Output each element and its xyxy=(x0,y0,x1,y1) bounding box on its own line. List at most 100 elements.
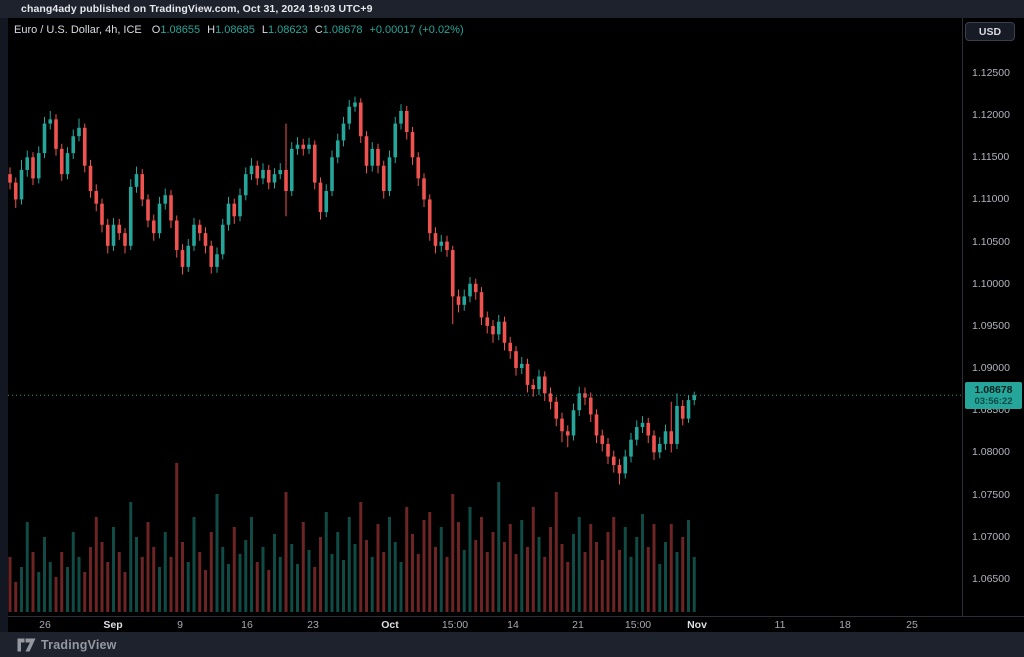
volume-bar xyxy=(560,544,564,612)
candle-body xyxy=(266,169,271,183)
volume-bar xyxy=(468,507,472,612)
candle-body xyxy=(192,224,196,246)
volume-bar xyxy=(54,577,58,612)
volume-bar xyxy=(376,524,380,612)
candle-body xyxy=(249,165,254,175)
currency-button[interactable]: USD xyxy=(965,22,1015,41)
candle-body xyxy=(151,220,156,234)
candle-body xyxy=(680,405,685,419)
candle-body xyxy=(226,203,231,225)
volume-bar xyxy=(204,570,207,612)
candle-body xyxy=(462,296,467,305)
volume-bar xyxy=(238,554,242,612)
candle-body xyxy=(238,195,242,217)
volume-bar xyxy=(31,552,35,612)
volume-bar xyxy=(284,492,288,612)
candle-body xyxy=(111,224,116,246)
volume-bar xyxy=(336,532,340,612)
candle-body xyxy=(65,153,70,175)
candle-body xyxy=(318,182,323,213)
volume-bar xyxy=(612,517,616,612)
volume-bar xyxy=(411,534,414,612)
volume-bar xyxy=(20,567,23,612)
volume-bar xyxy=(14,582,18,612)
candle-body xyxy=(600,435,605,444)
volume-bar xyxy=(365,540,368,612)
volume-bar xyxy=(600,560,604,612)
candle-body xyxy=(594,414,599,436)
price-axis-label: 1.09000 xyxy=(972,362,1010,375)
candle-body xyxy=(232,203,237,217)
volume-bar xyxy=(589,524,593,612)
volume-bar xyxy=(566,562,570,612)
candle-body xyxy=(376,148,380,166)
volume-bar xyxy=(434,547,437,612)
volume-bar xyxy=(77,557,81,612)
volume-bar xyxy=(595,542,598,612)
candle-body xyxy=(312,144,317,183)
price-axis-label: 1.11000 xyxy=(972,193,1010,206)
volume-bar xyxy=(43,537,46,612)
time-axis[interactable]: 26 Sep 9 16 23 Oct 15:00 14 21 15:00 Nov 11 18 25 xyxy=(8,616,1024,632)
candle-body xyxy=(295,144,300,149)
candle-body xyxy=(554,401,559,419)
candle-body xyxy=(514,351,518,369)
candle-body xyxy=(427,199,432,234)
candle-body xyxy=(203,233,208,246)
candle-body xyxy=(220,224,225,255)
candle-body xyxy=(289,148,294,192)
candle-body xyxy=(606,443,610,457)
volume-bar xyxy=(158,567,161,612)
volume-bar xyxy=(503,542,506,612)
candle-body xyxy=(117,224,122,234)
volume-bar xyxy=(554,492,558,612)
volume-bar xyxy=(25,522,29,612)
volume-bar xyxy=(497,482,501,612)
volume-bar xyxy=(474,540,478,612)
price-chart[interactable] xyxy=(8,18,962,616)
volume-bar xyxy=(462,550,466,612)
volume-bar xyxy=(175,463,179,612)
candle-body xyxy=(525,363,530,385)
volume-bar xyxy=(296,564,299,612)
candle-body xyxy=(548,393,553,402)
volume-bar xyxy=(480,517,483,612)
currency-label: USD xyxy=(978,25,1002,38)
volume-bar xyxy=(290,544,294,612)
symbol-title: Euro / U.S. Dollar, 4h, ICE xyxy=(14,24,142,36)
volume-bar xyxy=(457,522,460,612)
candle-body xyxy=(588,397,593,415)
symbol-legend[interactable]: Euro / U.S. Dollar, 4h, ICE O1.08655 H1.0… xyxy=(14,23,464,37)
volume-bar xyxy=(140,557,144,612)
volume-bar xyxy=(181,542,184,612)
price-axis[interactable]: 1.12500 1.12000 1.11500 1.11000 1.10500 1.100… xyxy=(962,18,1024,616)
candle-body xyxy=(468,283,472,297)
tradingview-logo[interactable]: TradingView xyxy=(17,638,117,652)
time-axis-label: Nov xyxy=(687,619,707,631)
volume-bar xyxy=(100,542,104,612)
volume-bar xyxy=(549,527,552,612)
volume-bar xyxy=(163,532,167,612)
candle-body xyxy=(640,422,645,428)
candle-body xyxy=(611,456,616,465)
candle-body xyxy=(491,325,495,335)
candle-body xyxy=(675,405,679,444)
volume-bar xyxy=(669,524,673,612)
volume-bar xyxy=(445,557,449,612)
time-axis-label: 21 xyxy=(572,619,584,631)
volume-bar xyxy=(250,517,253,612)
candle-body xyxy=(169,195,173,221)
ohlc-item: L1.08623 xyxy=(261,24,308,36)
volume-bar xyxy=(278,557,282,612)
candlesticks-layer xyxy=(8,96,697,485)
volume-bar xyxy=(192,517,196,612)
candle-body xyxy=(8,174,12,183)
candle-body xyxy=(123,233,127,246)
chart-pane[interactable] xyxy=(8,18,962,616)
volume-bar xyxy=(106,562,110,612)
candle-body xyxy=(445,241,449,251)
time-axis-label: 25 xyxy=(906,619,918,631)
candle-body xyxy=(657,443,662,453)
volume-bar xyxy=(169,557,173,612)
volume-bar xyxy=(618,550,621,612)
